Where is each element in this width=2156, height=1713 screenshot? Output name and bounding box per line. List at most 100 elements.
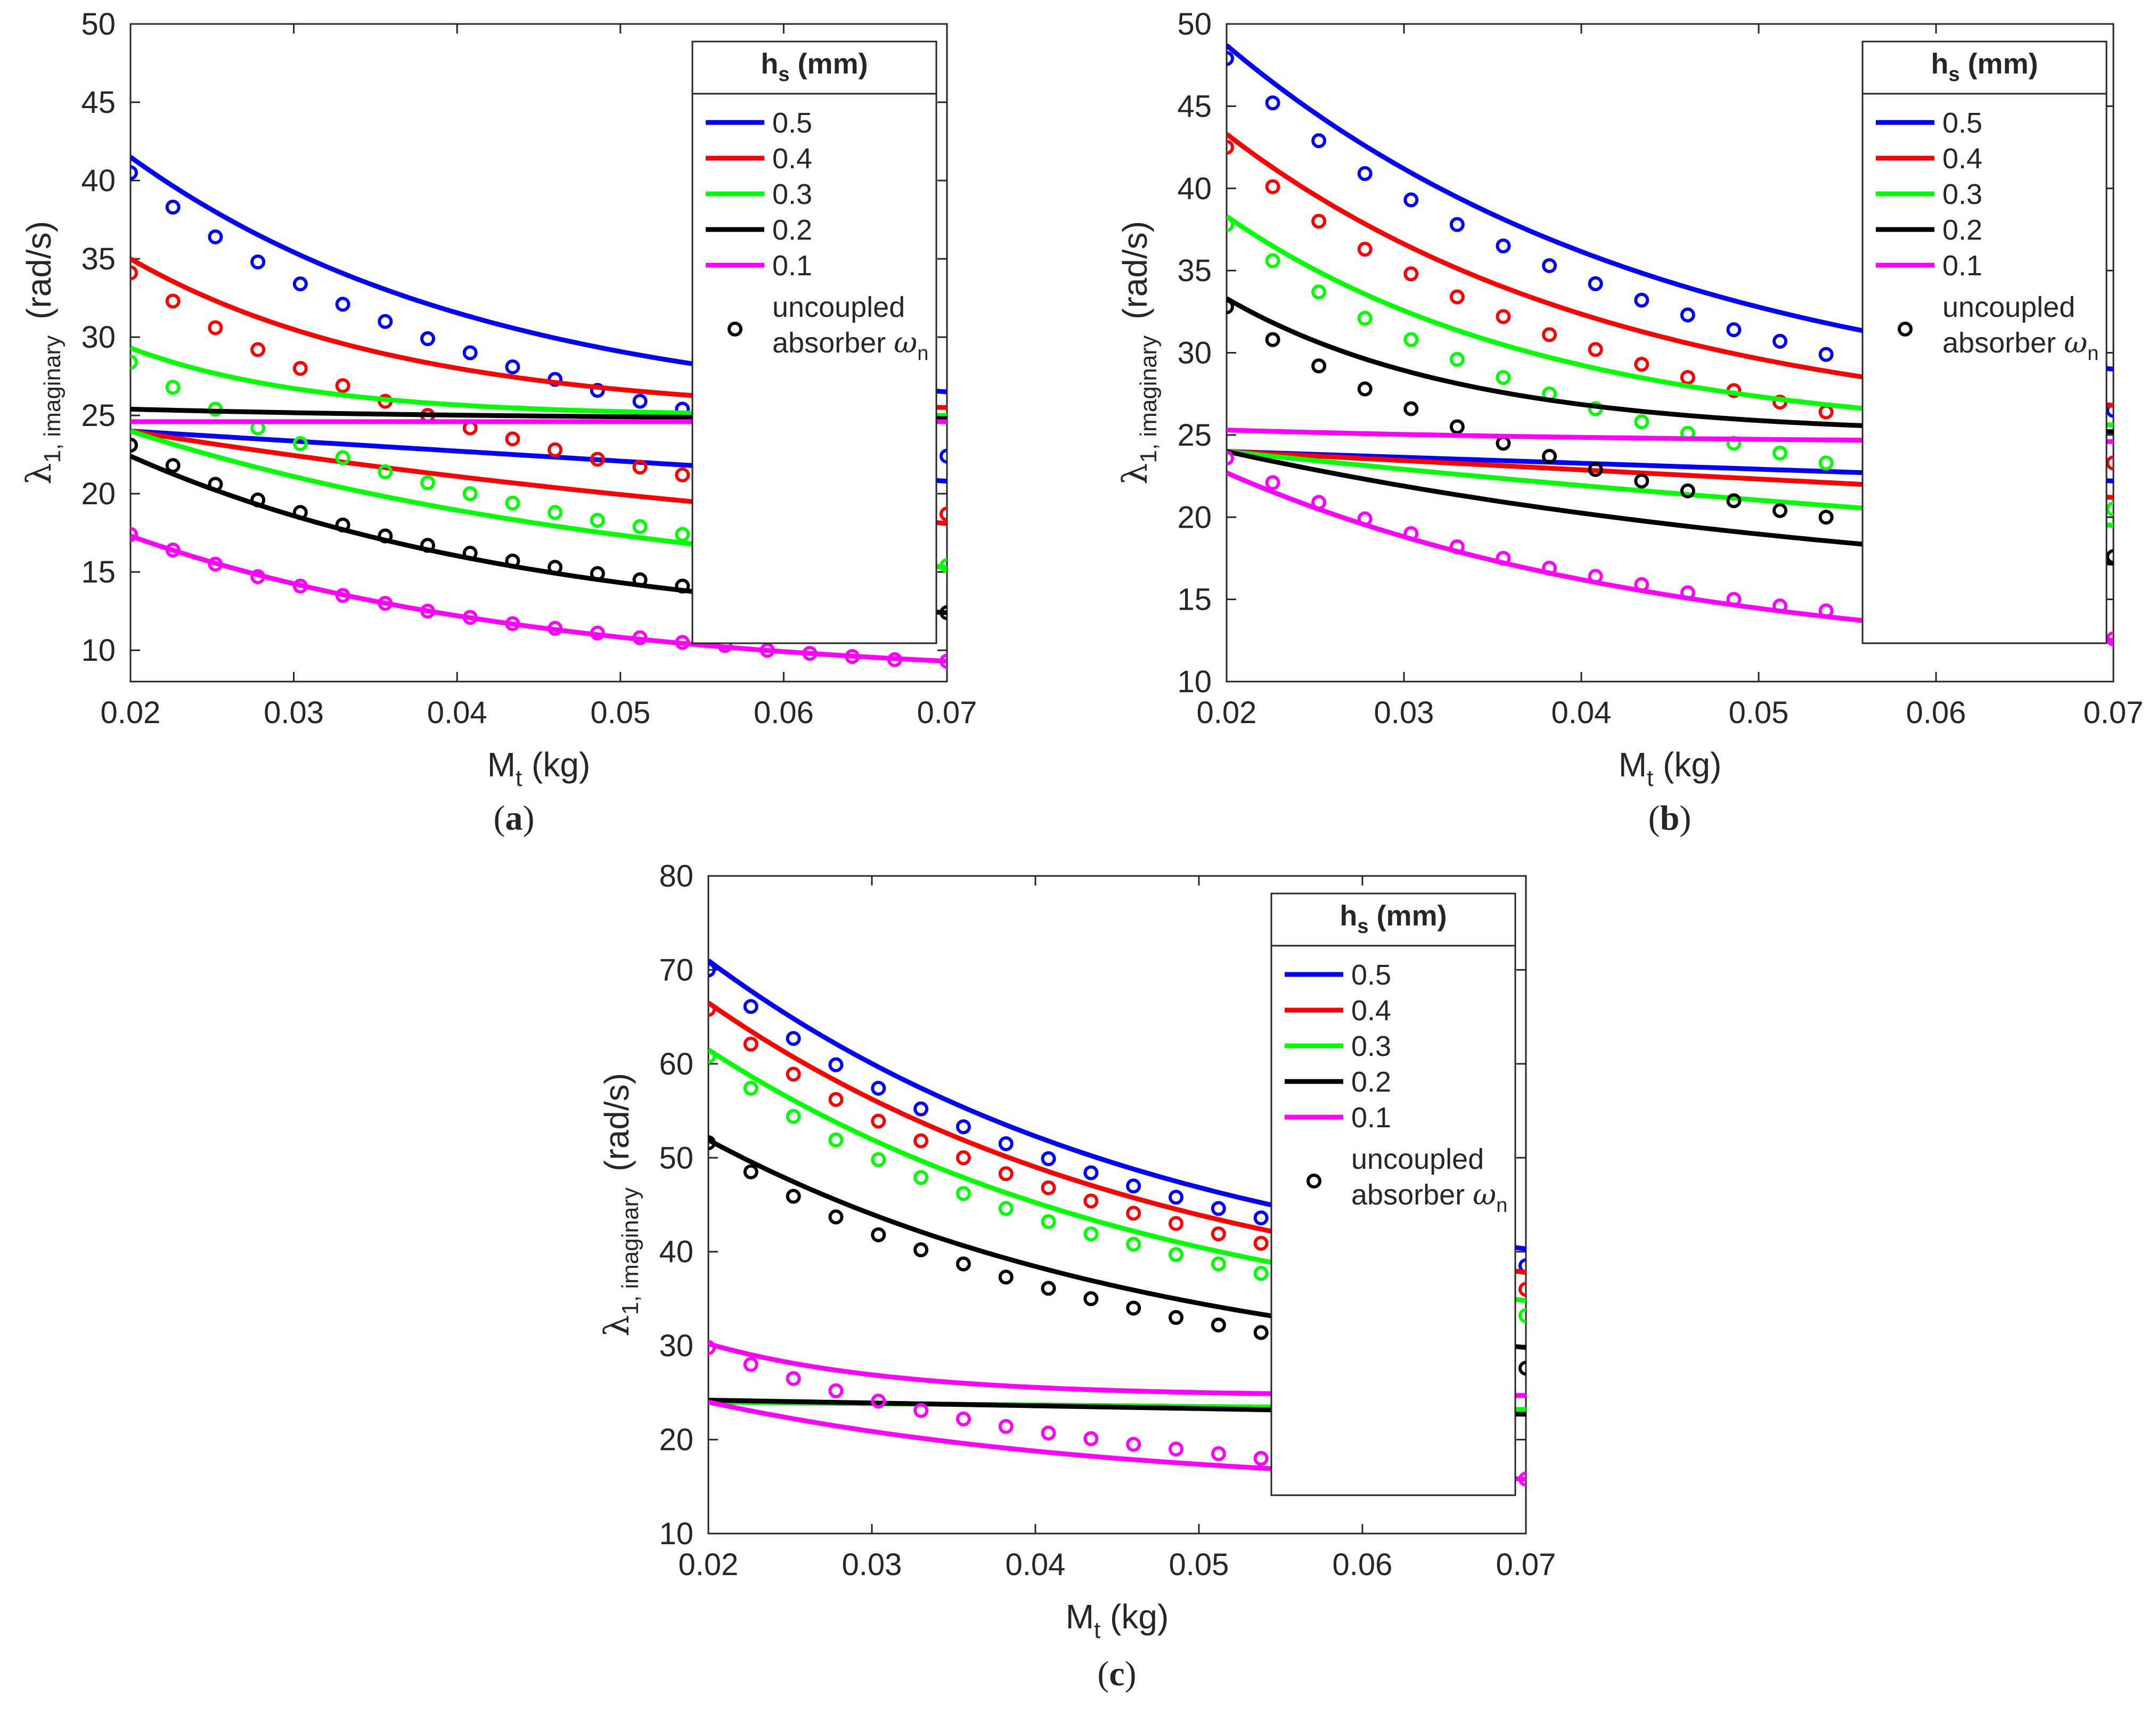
uncoupled-marker — [1169, 1216, 1184, 1231]
uncoupled-marker — [420, 603, 436, 619]
uncoupled-marker — [1449, 419, 1465, 435]
uncoupled-marker — [708, 1048, 716, 1064]
legend-marker-text: absorber — [1942, 327, 2064, 359]
uncoupled-marker — [1126, 1206, 1141, 1221]
uncoupled-marker — [130, 527, 138, 542]
uncoupled-marker — [1726, 493, 1742, 509]
legend-entry-label: 0.3 — [1942, 178, 1982, 210]
uncoupled-marker — [632, 519, 648, 534]
legend-marker-text: absorber — [772, 327, 894, 359]
uncoupled-marker — [1211, 1256, 1226, 1272]
legend-marker-label-line2: absorber ωn — [1942, 326, 2098, 365]
y-axis-label-sub: 1, imaginary — [617, 1187, 643, 1315]
uncoupled-marker — [1403, 266, 1419, 282]
chart-panel-b: 0.02 0.03 0.04 0.05 0.06 0.07 10 15 20 25 30 35 40 45… — [1116, 7, 2143, 838]
y-tick-label: 45 — [81, 85, 116, 120]
y-tick-label: 80 — [659, 859, 693, 894]
uncoupled-marker — [1496, 370, 1511, 385]
uncoupled-marker — [1449, 217, 1465, 232]
uncoupled-marker — [1680, 585, 1695, 601]
uncoupled-marker — [940, 605, 947, 620]
uncoupled-marker — [1227, 450, 1234, 466]
uncoupled-marker — [998, 1201, 1014, 1216]
legend-box — [691, 40, 937, 644]
uncoupled-marker — [505, 553, 520, 569]
y-tick-label: 40 — [81, 163, 116, 198]
legend-title-main: h — [1931, 48, 1948, 80]
x-tick-label: 0.06 — [1333, 1547, 1393, 1582]
legend: hs (mm) 0.5 0.40.3 0.2 0.1 uncoupledabsorber … — [691, 40, 937, 644]
uncoupled-marker — [1041, 1281, 1056, 1296]
panel-label: (a) — [494, 799, 535, 838]
uncoupled-marker — [1211, 1446, 1226, 1462]
y-axis-label-main: λ — [20, 463, 59, 485]
uncoupled-marker — [1227, 299, 1234, 315]
uncoupled-marker — [1227, 51, 1234, 66]
legend-marker-label-line1: uncoupled — [772, 291, 905, 323]
uncoupled-marker — [708, 962, 716, 978]
legend-title-main: h — [1340, 900, 1357, 932]
uncoupled-marker — [1126, 1300, 1141, 1316]
x-axis-label: Mt (kg) — [487, 745, 591, 791]
uncoupled-marker — [505, 431, 520, 447]
uncoupled-marker — [420, 331, 436, 347]
uncoupled-marker — [1211, 1226, 1226, 1242]
legend-entry-label: 0.1 — [772, 250, 812, 282]
x-tick-label: 0.06 — [754, 695, 814, 730]
x-axis-label-main: M — [487, 745, 516, 784]
x-axis-label-sub: t — [1647, 765, 1653, 791]
uncoupled-marker — [632, 460, 648, 475]
uncoupled-marker — [845, 649, 860, 664]
uncoupled-marker — [165, 543, 181, 558]
uncoupled-marker — [505, 359, 520, 374]
uncoupled-marker — [1542, 449, 1557, 464]
uncoupled-marker — [1518, 1282, 1526, 1297]
uncoupled-marker — [2106, 455, 2113, 471]
legend-marker-label-line1: uncoupled — [1351, 1143, 1484, 1175]
uncoupled-marker — [250, 569, 266, 584]
uncoupled-marker — [378, 528, 393, 544]
legend-marker — [1898, 322, 1913, 337]
uncoupled-marker — [165, 380, 181, 395]
uncoupled-marker — [1680, 307, 1695, 323]
uncoupled-marker — [250, 492, 266, 507]
x-tick-label: 0.03 — [1374, 695, 1434, 730]
uncoupled-marker — [378, 464, 393, 479]
uncoupled-marker — [632, 630, 648, 645]
y-tick-label: 60 — [659, 1047, 693, 1081]
y-tick-label: 50 — [659, 1141, 693, 1175]
legend-marker-omega-sub: n — [917, 342, 928, 365]
uncoupled-marker — [1449, 351, 1465, 367]
uncoupled-marker — [940, 558, 947, 573]
uncoupled-marker — [335, 517, 350, 532]
uncoupled-marker — [998, 1419, 1014, 1434]
uncoupled-marker — [1726, 322, 1742, 338]
uncoupled-marker — [590, 566, 605, 581]
uncoupled-marker — [2106, 549, 2113, 564]
uncoupled-marker — [1818, 603, 1834, 619]
uncoupled-marker — [786, 1371, 801, 1386]
x-tick-label: 0.04 — [1551, 695, 1612, 730]
uncoupled-marker — [292, 360, 308, 376]
uncoupled-marker — [505, 616, 520, 632]
uncoupled-marker — [1357, 511, 1373, 527]
legend: hs (mm) 0.5 0.40.3 0.2 0.1 uncoupledabsorber … — [1861, 40, 2108, 644]
uncoupled-marker — [913, 1242, 929, 1258]
legend-marker-label-line2: absorber ωn — [772, 326, 928, 365]
uncoupled-marker — [1265, 475, 1280, 490]
uncoupled-marker — [940, 448, 947, 464]
uncoupled-marker — [1041, 1425, 1056, 1441]
uncoupled-marker — [505, 495, 520, 511]
y-axis-label-main: λ — [598, 1315, 637, 1337]
uncoupled-marker — [548, 621, 563, 636]
x-axis-label-sub: t — [1094, 1617, 1100, 1643]
y-tick-label: 40 — [659, 1235, 693, 1269]
uncoupled-marker — [335, 588, 350, 603]
uncoupled-marker — [1169, 1310, 1184, 1325]
legend-entry-label: 0.2 — [1351, 1066, 1391, 1098]
legend-title: hs (mm) — [761, 48, 868, 86]
legend-entry-label: 0.3 — [772, 178, 812, 210]
x-axis-label-main: M — [1066, 1597, 1094, 1636]
uncoupled-marker — [708, 1135, 716, 1151]
